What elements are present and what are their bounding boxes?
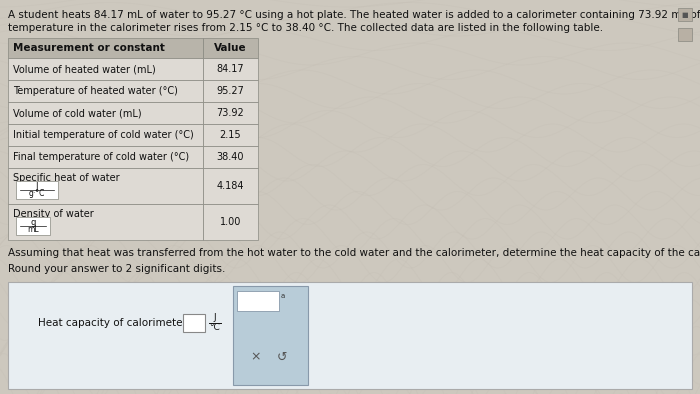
Bar [203, 38, 258, 58]
Text: A student heats 84.17 mL of water to 95.27 °C using a hot plate. The heated wate: A student heats 84.17 mL of water to 95.… [8, 10, 700, 20]
Text: temperature in the calorimeter rises from 2.15 °C to 38.40 °C. The collected dat: temperature in the calorimeter rises fro… [8, 23, 603, 33]
Bar [183, 314, 205, 332]
Text: g: g [30, 218, 36, 227]
Bar [678, 28, 692, 41]
Text: ↺: ↺ [276, 351, 287, 364]
Text: Initial temperature of cold water (°C): Initial temperature of cold water (°C) [13, 130, 194, 140]
Text: Assuming that heat was transferred from the hot water to the cold water and the : Assuming that heat was transferred from … [8, 248, 700, 258]
Text: Measurement or constant: Measurement or constant [13, 43, 165, 53]
Bar [8, 146, 203, 168]
Text: 1.00: 1.00 [220, 217, 242, 227]
Text: Density of water: Density of water [13, 209, 94, 219]
Text: 2.15: 2.15 [220, 130, 242, 140]
Text: 95.27: 95.27 [216, 86, 244, 96]
Text: °C: °C [209, 323, 220, 332]
Text: ■: ■ [682, 12, 688, 18]
Text: 84.17: 84.17 [217, 64, 244, 74]
Text: 4.184: 4.184 [217, 181, 244, 191]
Text: g·°C: g·°C [29, 189, 46, 198]
Bar [16, 217, 50, 234]
Text: J: J [36, 182, 38, 191]
Text: Round your answer to 2 significant digits.: Round your answer to 2 significant digit… [8, 264, 225, 274]
Bar [203, 146, 258, 168]
Bar [233, 286, 308, 385]
Bar [8, 282, 692, 389]
Text: 73.92: 73.92 [216, 108, 244, 118]
Bar [8, 204, 203, 240]
Bar [678, 8, 692, 21]
Text: Heat capacity of calorimeter =: Heat capacity of calorimeter = [38, 318, 199, 328]
Text: Final temperature of cold water (°C): Final temperature of cold water (°C) [13, 152, 189, 162]
Bar [8, 124, 203, 146]
Bar [203, 168, 258, 204]
Bar [237, 291, 279, 311]
Text: Volume of heated water (mL): Volume of heated water (mL) [13, 64, 155, 74]
Bar [8, 38, 203, 58]
Text: ×: × [251, 351, 260, 364]
Text: Temperature of heated water (°C): Temperature of heated water (°C) [13, 86, 178, 96]
Bar [8, 80, 203, 102]
Text: a: a [281, 293, 286, 299]
Bar [203, 80, 258, 102]
Text: 38.40: 38.40 [217, 152, 244, 162]
Bar [8, 58, 203, 80]
Text: Specific heat of water: Specific heat of water [13, 173, 120, 183]
Text: Volume of cold water (mL): Volume of cold water (mL) [13, 108, 141, 118]
Bar [8, 102, 203, 124]
Bar [203, 124, 258, 146]
Bar [8, 168, 203, 204]
Text: mL: mL [27, 225, 38, 234]
Text: Value: Value [214, 43, 247, 53]
Bar [203, 58, 258, 80]
Bar [203, 204, 258, 240]
Bar [16, 180, 58, 199]
Bar [203, 102, 258, 124]
Text: J: J [214, 313, 216, 322]
